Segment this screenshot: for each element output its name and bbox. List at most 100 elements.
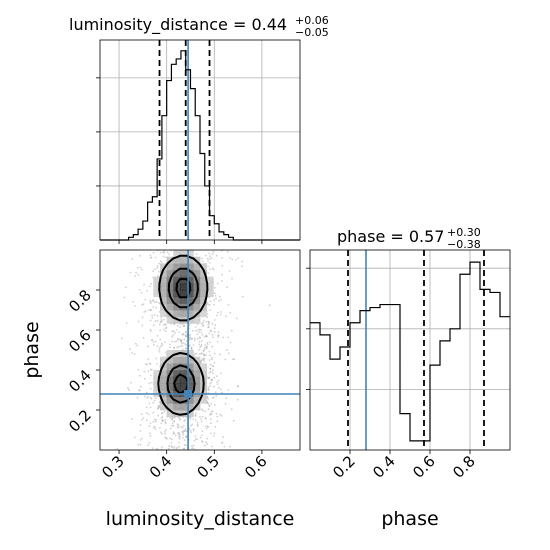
sample-point <box>211 267 214 270</box>
sample-point <box>209 382 211 385</box>
sample-point <box>149 319 152 322</box>
sample-point <box>214 324 217 327</box>
sample-point <box>219 413 222 416</box>
sample-point <box>208 376 211 379</box>
sample-point <box>169 343 171 346</box>
sample-point <box>157 301 160 304</box>
tick-marks <box>96 77 263 244</box>
sample-point <box>150 397 153 400</box>
sample-point <box>155 357 158 360</box>
sample-point <box>157 414 160 417</box>
y-tick-label: 0.2 <box>65 406 95 436</box>
density-cell <box>173 296 181 304</box>
sample-point <box>217 311 219 314</box>
sample-point <box>153 314 156 316</box>
sample-point <box>178 437 181 440</box>
sample-point <box>152 420 155 423</box>
sample-point <box>231 277 233 280</box>
axes-frame <box>309 249 511 451</box>
sample-point <box>183 338 186 341</box>
sample-point <box>149 254 152 257</box>
sample-point <box>151 447 154 450</box>
sample-point <box>203 336 206 338</box>
sample-point <box>201 409 204 412</box>
density-cell <box>166 410 174 418</box>
density-cell <box>200 290 208 298</box>
sample-point <box>221 264 224 267</box>
density-cell <box>173 310 181 318</box>
sample-point <box>196 425 199 427</box>
sample-point <box>216 415 219 418</box>
sample-point <box>207 320 210 323</box>
sample-point <box>225 315 228 318</box>
sample-point <box>210 330 212 333</box>
density-cell <box>180 263 188 271</box>
density-cell <box>180 290 188 298</box>
sample-point <box>152 411 155 414</box>
sample-point <box>144 363 147 365</box>
sample-point <box>185 435 188 437</box>
sample-point <box>152 299 154 301</box>
sample-point <box>196 421 199 424</box>
sample-point <box>176 423 179 426</box>
sample-point <box>225 397 228 400</box>
sample-point <box>134 305 136 307</box>
sample-point <box>200 418 203 420</box>
sample-point <box>201 430 204 433</box>
sample-point <box>216 340 219 343</box>
sample-point <box>189 334 191 336</box>
title-upper: +0.06 <box>295 14 329 27</box>
sample-point <box>216 314 218 317</box>
sample-point <box>180 345 182 348</box>
sample-point <box>209 309 211 312</box>
sample-point <box>201 415 204 418</box>
sample-point <box>198 349 200 351</box>
sample-point <box>209 367 212 370</box>
sample-point <box>149 363 152 365</box>
sample-point <box>212 336 214 338</box>
sample-point <box>171 336 174 338</box>
sample-point <box>201 325 204 327</box>
sample-point <box>205 427 208 430</box>
density-cell <box>180 310 188 318</box>
sample-point <box>207 323 210 326</box>
sample-point <box>241 260 244 263</box>
sample-point <box>207 386 210 389</box>
sample-point <box>185 330 187 333</box>
sample-point <box>150 282 152 285</box>
density-cell <box>186 290 194 298</box>
sample-point <box>212 372 214 375</box>
sample-point <box>156 319 159 322</box>
sample-point <box>167 447 170 450</box>
sample-point <box>194 419 197 422</box>
density-cell <box>166 356 174 364</box>
sample-point <box>208 258 211 260</box>
sample-point <box>140 413 143 415</box>
sample-point <box>194 337 196 340</box>
sample-point <box>184 334 187 337</box>
sample-point <box>208 332 211 335</box>
sample-point <box>210 257 213 259</box>
sample-point <box>151 339 153 342</box>
density-cell <box>186 276 194 284</box>
sample-point <box>183 420 185 422</box>
sample-point <box>190 347 193 349</box>
sample-point <box>213 299 216 301</box>
density-cell <box>160 290 168 298</box>
sample-point <box>213 319 216 321</box>
sample-point <box>162 251 164 253</box>
sample-point <box>213 352 216 355</box>
sample-point <box>154 340 157 343</box>
sample-point <box>191 329 194 332</box>
sample-point <box>211 445 213 448</box>
sample-point <box>160 345 162 347</box>
sample-point <box>207 260 209 262</box>
sample-point <box>171 417 173 420</box>
density-cell <box>186 256 194 264</box>
sample-point <box>213 327 216 330</box>
sample-point <box>157 407 160 410</box>
density-cell <box>180 376 188 384</box>
density-cell <box>180 256 188 264</box>
sample-point <box>214 404 216 406</box>
density-cell <box>160 276 168 284</box>
